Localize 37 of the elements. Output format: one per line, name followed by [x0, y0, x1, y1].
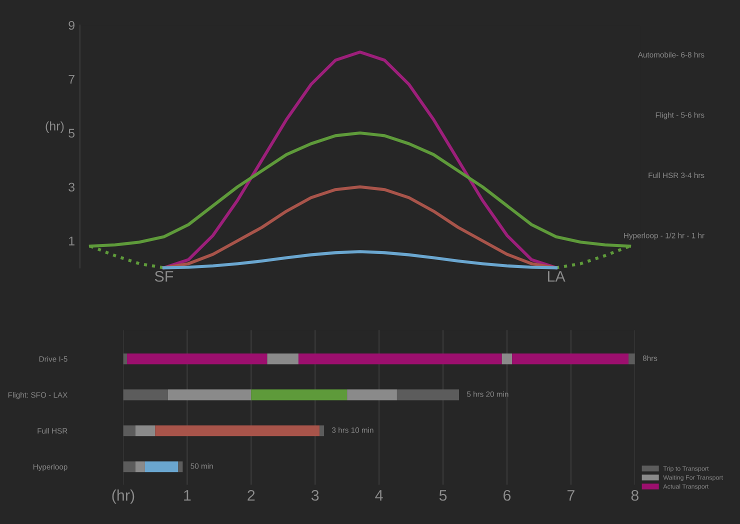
- y-tick-label: 3: [68, 182, 75, 192]
- bar: [123, 389, 168, 400]
- y-tick-label: 9: [68, 20, 74, 30]
- bar: [320, 425, 324, 436]
- bar: [144, 461, 178, 472]
- x-tick-label: 6: [504, 490, 511, 501]
- x-tick-label: 1: [184, 490, 191, 501]
- x-tick-label: SF: [154, 270, 174, 282]
- bar: [251, 389, 348, 400]
- y-tick-label: 5: [68, 128, 75, 138]
- bar: [123, 353, 128, 364]
- bar: [155, 425, 320, 436]
- bar: [135, 461, 145, 472]
- x-tick-label: LA: [548, 271, 566, 282]
- y-tick-label: 1: [69, 236, 74, 246]
- bar: [168, 389, 252, 400]
- bar: [347, 389, 397, 400]
- x-tick-label: 3: [311, 490, 319, 501]
- bar: [628, 353, 635, 364]
- y-tick-label: 7: [68, 74, 74, 84]
- x-tick-label: 2: [248, 490, 255, 501]
- bar: [298, 353, 502, 364]
- x-tick-label: (hr): [112, 490, 134, 504]
- bar: [123, 461, 136, 472]
- bar: [123, 425, 136, 436]
- bar: [396, 389, 460, 400]
- x-tick-label: 4: [375, 490, 383, 501]
- line-series: [162, 250, 558, 270]
- x-tick-label: 8: [631, 490, 639, 501]
- y-axis-title: (hr): [46, 121, 64, 133]
- bar: [267, 353, 298, 364]
- bar: [512, 353, 629, 364]
- bar: [502, 353, 512, 364]
- bar: [135, 425, 156, 436]
- bar: [178, 461, 183, 472]
- x-tick-label: 5: [439, 490, 447, 501]
- x-tick-label: 7: [567, 490, 574, 501]
